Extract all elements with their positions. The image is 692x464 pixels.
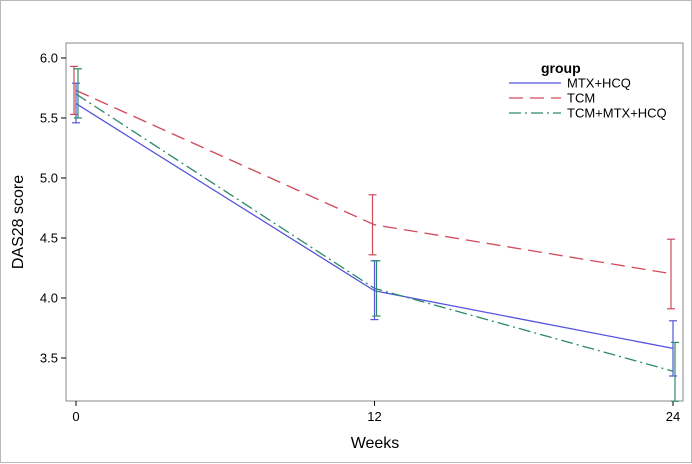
- y-tick-label: 6.0: [40, 51, 58, 66]
- legend-label: TCM+MTX+HCQ: [567, 106, 667, 121]
- legend-label: TCM: [567, 91, 595, 106]
- x-tick-label: 0: [72, 409, 79, 424]
- y-axis-title: DAS28 score: [10, 175, 27, 269]
- x-tick-label: 12: [367, 409, 381, 424]
- y-tick-label: 4.0: [40, 291, 58, 306]
- y-tick-label: 5.0: [40, 171, 58, 186]
- x-axis-title: Weeks: [351, 435, 400, 452]
- legend-title: group: [541, 60, 581, 76]
- y-axis: 3.5 4.0 4.5 5.0 5.5 6.0: [40, 51, 66, 366]
- y-tick-label: 5.5: [40, 111, 58, 126]
- plot-area: [65, 42, 684, 402]
- x-tick-label: 24: [666, 409, 680, 424]
- y-tick-label: 4.5: [40, 231, 58, 246]
- error-bars: [70, 65, 679, 402]
- series-line-tcm: [75, 89, 674, 275]
- x-axis: 0 12 24: [72, 401, 680, 424]
- legend-label: MTX+HCQ: [567, 76, 631, 91]
- y-tick-label: 3.5: [40, 351, 58, 366]
